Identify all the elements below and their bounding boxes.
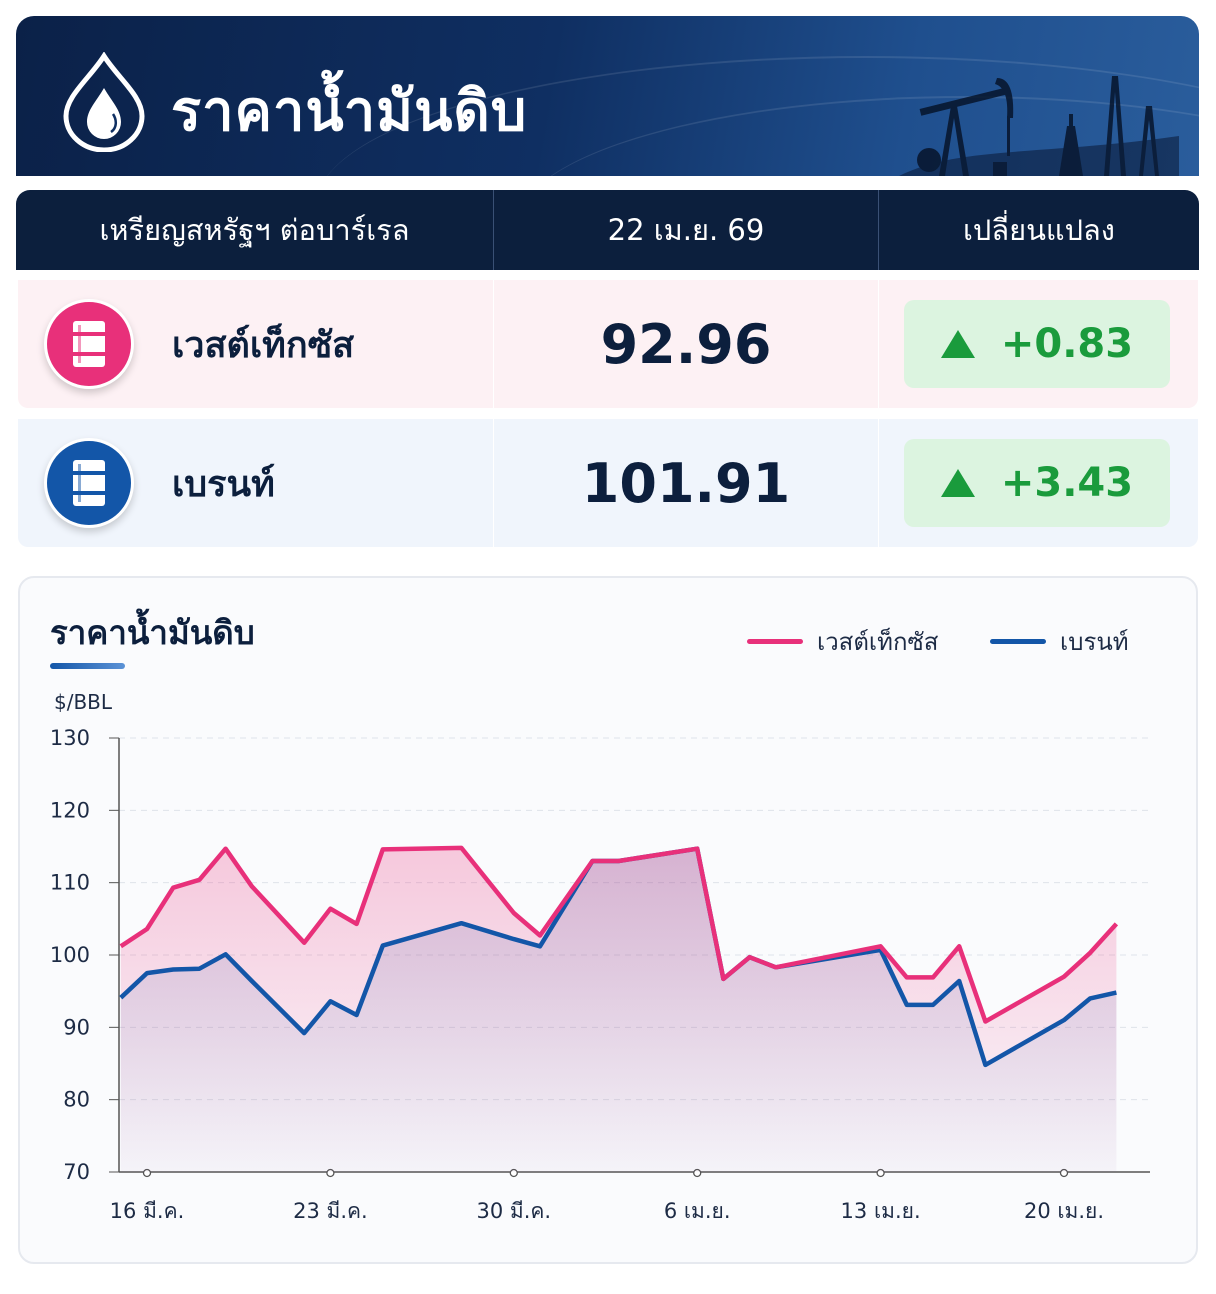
y-tick-label: 70	[63, 1160, 90, 1184]
oil-barrel-icon	[44, 438, 134, 528]
up-arrow-icon	[940, 469, 975, 497]
legend-label: เบรนท์	[1060, 628, 1129, 656]
y-tick-label: 110	[50, 871, 90, 895]
x-tick-label: 20 เม.ย.	[1024, 1199, 1104, 1223]
up-arrow-icon	[940, 330, 975, 358]
x-tick-label: 16 มี.ค.	[110, 1199, 185, 1223]
legend-item-wti: เวสต์เท็กซัส	[747, 622, 938, 661]
oil-barrel-icon	[44, 299, 134, 389]
y-tick-label: 90	[63, 1015, 90, 1039]
legend-swatch	[747, 639, 803, 644]
legend-swatch	[990, 639, 1046, 644]
column-header-date: 22 เม.ย. 69	[494, 190, 879, 270]
table-row-brent: เบรนท์ 101.91 +3.43	[18, 419, 1198, 547]
oil-name: เบรนท์	[172, 463, 275, 505]
oil-rig-illustration	[899, 76, 1179, 176]
legend-label: เวสต์เท็กซัส	[817, 628, 939, 656]
y-tick-label: 120	[50, 798, 90, 822]
series-area-wti	[120, 847, 1117, 1172]
page-title: ราคาน้ำมันดิบ	[171, 79, 528, 144]
change-value: +3.43	[1000, 460, 1134, 506]
oil-price: 92.96	[494, 280, 879, 408]
oil-price: 101.91	[494, 419, 879, 547]
table-row-wti: เวสต์เท็กซัส 92.96 +0.83	[18, 280, 1198, 408]
column-header-change: เปลี่ยนแปลง	[963, 213, 1115, 247]
change-value: +0.83	[1000, 321, 1134, 367]
change-badge: +0.83	[904, 300, 1170, 388]
legend-item-brent: เบรนท์	[990, 622, 1129, 661]
series-line-wti	[119, 845, 1119, 1024]
y-tick-label: 130	[50, 726, 90, 750]
oil-name: เวสต์เท็กซัส	[172, 324, 355, 366]
table-header: เหรียญสหรัฐฯ ต่อบาร์เรล 22 เม.ย. 69 เปลี…	[16, 190, 1199, 270]
x-tick-label: 6 เม.ย.	[664, 1199, 731, 1223]
chart-title: ราคาน้ำมันดิบ	[50, 613, 255, 652]
y-tick-label: 100	[50, 943, 90, 967]
x-tick-label: 23 มี.ค.	[293, 1199, 368, 1223]
header-banner: ราคาน้ำมันดิบ	[16, 16, 1199, 176]
x-tick-label: 30 มี.ค.	[476, 1199, 551, 1223]
y-axis-unit: $/BBL	[54, 690, 113, 714]
column-header-unit: เหรียญสหรัฐฯ ต่อบาร์เรล	[16, 190, 494, 270]
x-tick-label: 13 เม.ย.	[841, 1199, 921, 1223]
oil-drop-icon	[63, 52, 145, 152]
title-underline	[50, 663, 125, 669]
change-badge: +3.43	[904, 439, 1170, 527]
y-tick-label: 80	[63, 1088, 90, 1112]
